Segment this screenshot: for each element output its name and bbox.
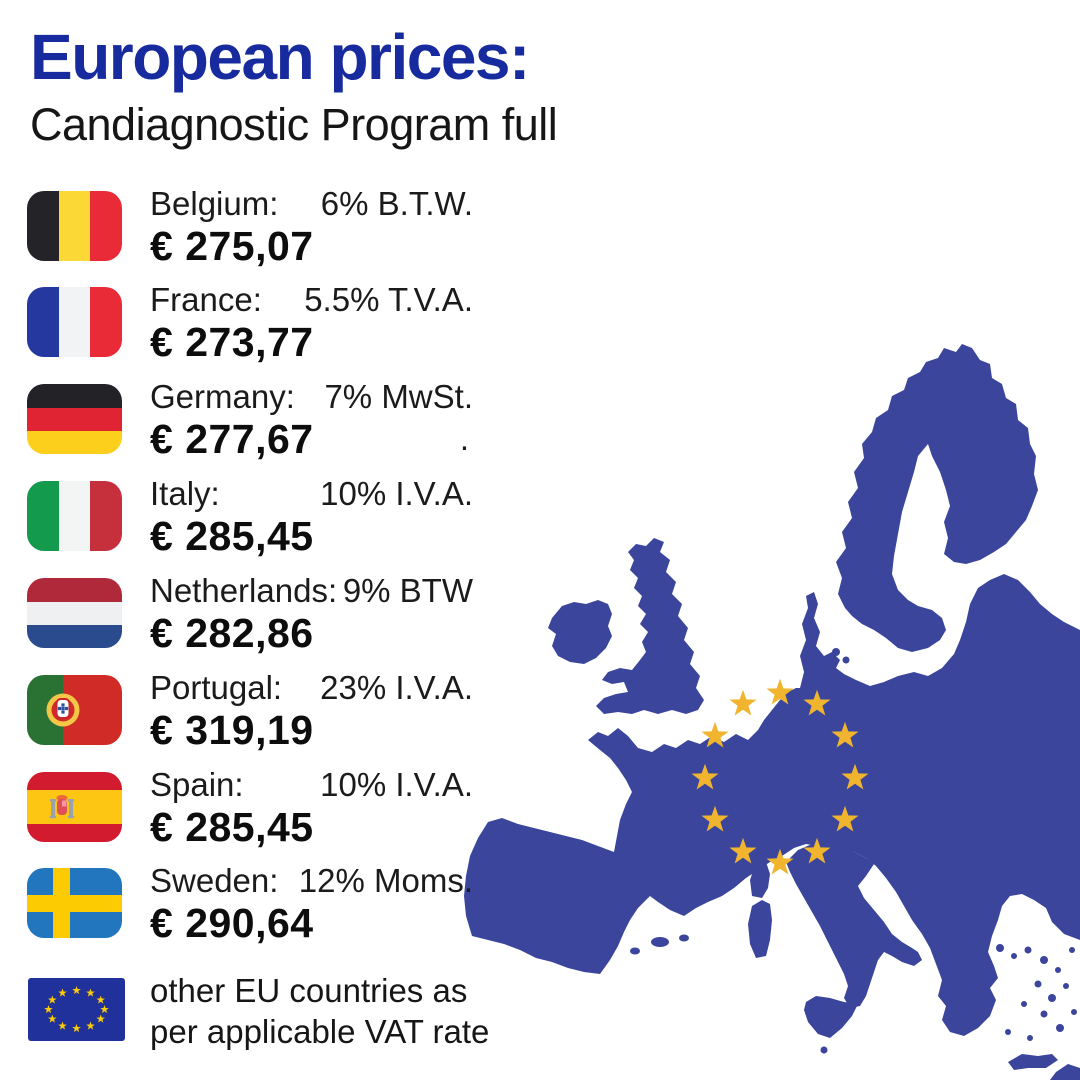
vat-rate: 6% B.T.W. <box>320 185 473 222</box>
aegean-island <box>1011 953 1017 959</box>
italy-shape <box>786 842 922 1008</box>
country-label: France: <box>150 281 262 318</box>
country-label: Germany: <box>150 378 295 415</box>
aegean-island <box>1048 994 1056 1002</box>
price-value: € 285,45 <box>150 513 314 559</box>
aegean-island <box>1040 1010 1048 1018</box>
other-eu-note: other EU countries as per applicable VAT… <box>150 970 489 1052</box>
price-row-belgium: Belgium: 6% B.T.W. € 275,07 <box>27 185 473 287</box>
country-label: Spain: <box>150 766 244 803</box>
portugal-flag-icon <box>27 675 122 745</box>
price-value: € 273,77 <box>150 319 314 365</box>
country-label: Sweden: <box>150 862 279 899</box>
aegean-island <box>1063 983 1069 989</box>
germany-flag-icon <box>27 384 122 454</box>
aegean-island <box>1069 947 1075 953</box>
vat-rate: 5.5% T.V.A. <box>304 281 473 318</box>
sweden-flag-icon <box>27 868 122 938</box>
page-subtitle: Candiagnostic Program full <box>30 99 558 150</box>
scandinavia-shape <box>836 344 1038 652</box>
price-value: € 275,07 <box>150 223 314 269</box>
price-value: € 319,19 <box>150 707 314 753</box>
ireland-shape <box>548 600 612 664</box>
price-row-italy: Italy: 10% I.V.A. € 285,45 <box>27 475 473 577</box>
price-row-spain: Spain: 10% I.V.A. € 285,45 <box>27 766 473 868</box>
country-label: Belgium: <box>150 185 279 222</box>
cyprus-shape <box>1050 1064 1080 1080</box>
country-label: Italy: <box>150 475 220 512</box>
country-label: Portugal: <box>150 669 283 706</box>
price-row-france: France: 5.5% T.V.A. € 273,77 <box>27 281 473 383</box>
mainland-europe-shape <box>464 574 1080 1036</box>
country-label: Netherlands: <box>150 572 338 609</box>
crete-shape <box>1008 1054 1058 1070</box>
aegean-island <box>1034 980 1042 988</box>
price-row-portugal: Portugal: 23% I.V.A. € 319,19 <box>27 669 473 771</box>
italy-flag-icon <box>27 481 122 551</box>
danish-island <box>842 656 850 664</box>
aegean-island <box>1021 1001 1027 1007</box>
europe-map-svg <box>464 344 1080 1080</box>
great-britain-shape <box>596 538 704 714</box>
aegean-island <box>1055 967 1061 973</box>
price-value: € 282,86 <box>150 610 314 656</box>
sicily-shape <box>804 996 858 1038</box>
price-value: € 277,67 <box>150 416 314 462</box>
price-value: € 290,64 <box>150 900 314 946</box>
balearic-island <box>630 947 640 955</box>
aegean-island <box>1027 1035 1033 1041</box>
danish-island <box>832 648 840 656</box>
aegean-island <box>1040 956 1048 964</box>
sardinia-shape <box>748 900 772 958</box>
other-eu-note-line1: other EU countries as <box>150 972 468 1009</box>
eu-flag-icon <box>28 978 125 1041</box>
price-row-netherlands: Netherlands: 9% BTW € 282,86 <box>27 572 473 674</box>
aegean-island <box>1056 1024 1064 1032</box>
price-row-germany: Germany: 7% MwSt. € 277,67 . <box>27 378 473 480</box>
price-value: € 285,45 <box>150 804 314 850</box>
belgium-flag-icon <box>27 191 122 261</box>
page-title: European prices: <box>30 21 530 93</box>
europe-map <box>450 330 1080 1080</box>
price-row-sweden: Sweden: 12% Moms. € 290,64 <box>27 862 473 964</box>
danish-island <box>823 661 829 667</box>
aegean-island <box>1024 946 1032 954</box>
other-eu-note-line2: per applicable VAT rate <box>150 1013 490 1050</box>
spain-flag-icon <box>27 772 122 842</box>
france-flag-icon <box>27 287 122 357</box>
balearic-island <box>679 934 689 942</box>
aegean-island <box>996 944 1004 952</box>
balearic-island <box>651 937 669 947</box>
aegean-island <box>1071 1009 1077 1015</box>
netherlands-flag-icon <box>27 578 122 648</box>
corsica-shape <box>750 862 770 898</box>
aegean-island <box>1005 1029 1011 1035</box>
malta-island <box>820 1046 828 1054</box>
vat-rate: 12% Moms. <box>298 862 473 899</box>
